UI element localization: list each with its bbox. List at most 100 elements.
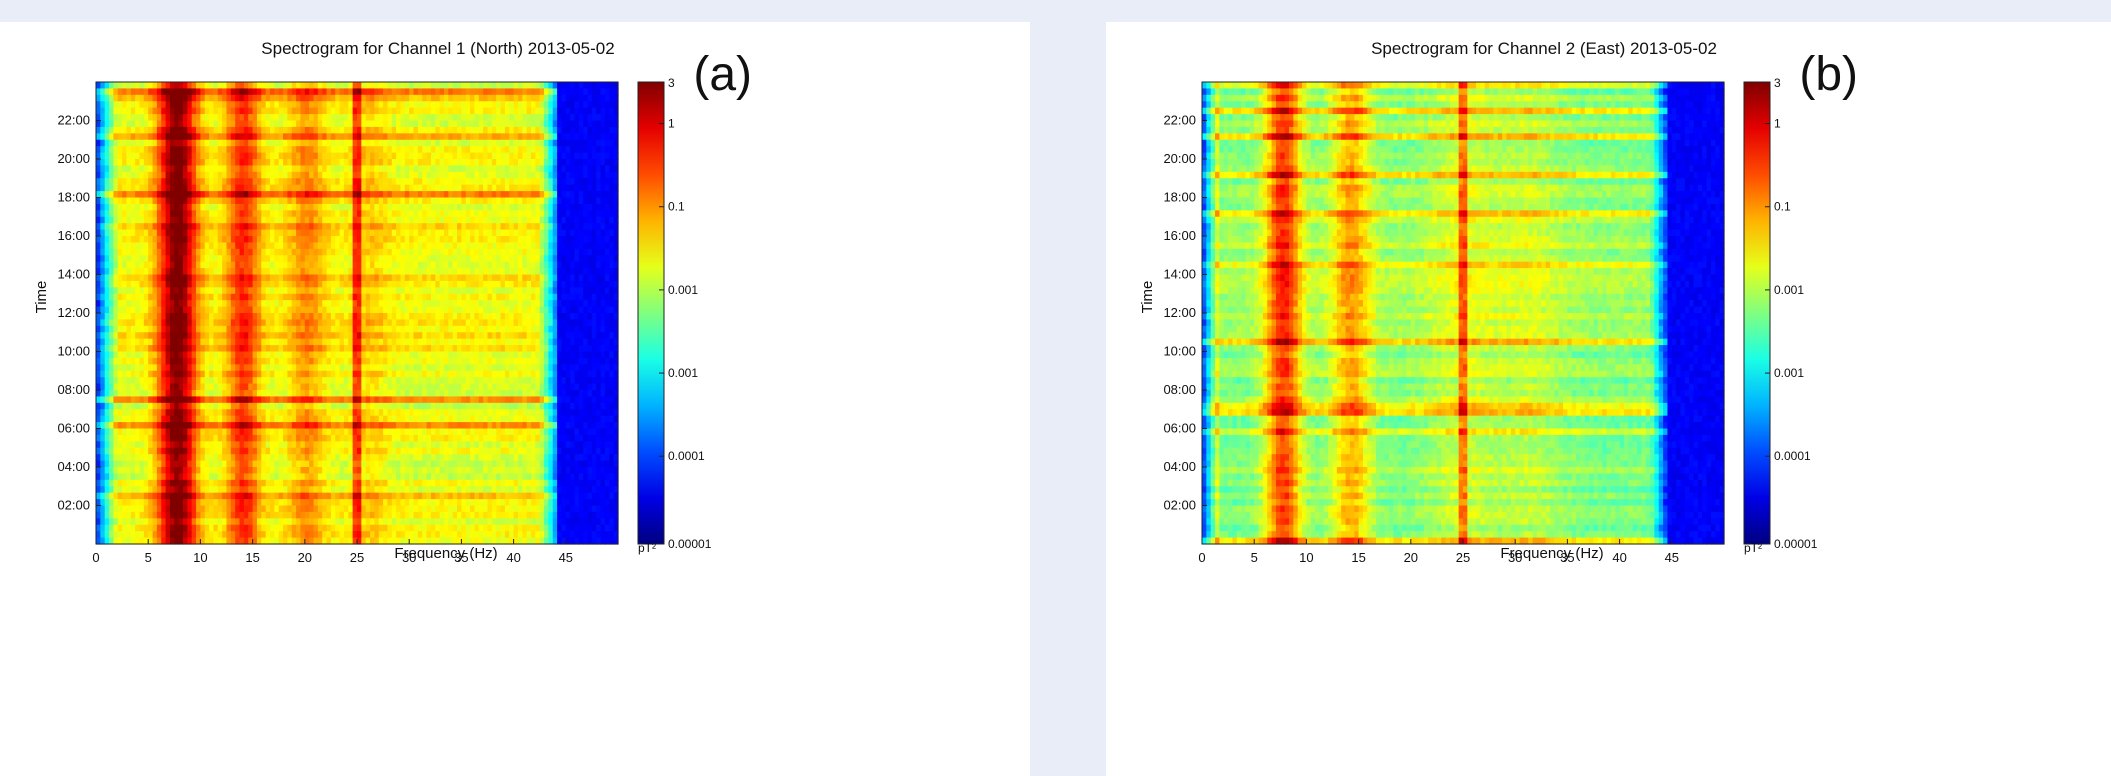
- heatmap-cell: [252, 139, 258, 147]
- heatmap-cell: [117, 210, 123, 218]
- heatmap-cell: [161, 390, 167, 398]
- heatmap-cell: [148, 306, 154, 314]
- heatmap-cell: [357, 428, 362, 436]
- heatmap-cell: [135, 300, 141, 308]
- heatmap-cell: [378, 274, 384, 282]
- heatmap-cell: [322, 402, 328, 410]
- heatmap-cell: [230, 357, 236, 365]
- heatmap-cell: [191, 492, 197, 500]
- heatmap-cell: [352, 345, 358, 353]
- heatmap-cell: [196, 268, 201, 276]
- heatmap-cell: [196, 338, 201, 346]
- heatmap-cell: [130, 518, 136, 526]
- heatmap-cell: [326, 377, 332, 385]
- heatmap-cell: [117, 107, 123, 115]
- heatmap-cell: [196, 152, 201, 160]
- heatmap-cell: [165, 261, 171, 269]
- heatmap-cell: [235, 248, 241, 256]
- heatmap-cell: [169, 197, 175, 205]
- heatmap-cell: [113, 300, 119, 308]
- heatmap-cell: [243, 268, 249, 276]
- heatmap-cell: [209, 82, 215, 90]
- heatmap-cell: [343, 88, 349, 96]
- heatmap-cell: [130, 197, 136, 205]
- heatmap-cell: [309, 126, 315, 134]
- heatmap-cell: [278, 357, 284, 365]
- heatmap-cell: [343, 152, 349, 160]
- heatmap-cell: [391, 415, 397, 423]
- heatmap-cell: [335, 178, 341, 186]
- heatmap-cell: [187, 524, 193, 532]
- heatmap-cell: [274, 120, 280, 128]
- heatmap-cell: [165, 101, 171, 109]
- heatmap-cell: [161, 146, 167, 154]
- heatmap-cell: [130, 268, 136, 276]
- heatmap-cell: [278, 223, 284, 231]
- heatmap-cell: [330, 287, 336, 295]
- heatmap-cell: [226, 223, 232, 231]
- heatmap-cell: [265, 441, 271, 449]
- heatmap-cell: [317, 364, 323, 372]
- heatmap-cell: [165, 184, 171, 192]
- heatmap-cell: [122, 139, 128, 147]
- heatmap-cell: [317, 332, 323, 340]
- heatmap-cell: [256, 306, 262, 314]
- heatmap-cell: [248, 313, 254, 321]
- heatmap-cell: [135, 524, 141, 532]
- heatmap-cell: [378, 447, 384, 455]
- heatmap-cell: [274, 203, 280, 211]
- heatmap-cell: [287, 390, 293, 398]
- heatmap-cell: [187, 370, 193, 378]
- heatmap-cell: [300, 133, 306, 141]
- heatmap-cell: [357, 171, 362, 179]
- heatmap-cell: [265, 409, 271, 417]
- heatmap-cell: [365, 518, 371, 526]
- heatmap-cell: [222, 261, 228, 269]
- heatmap-cell: [226, 184, 232, 192]
- heatmap-cell: [256, 274, 262, 282]
- heatmap-cell: [396, 191, 402, 199]
- heatmap-cell: [222, 313, 228, 321]
- heatmap-cell: [270, 499, 275, 507]
- heatmap-cell: [152, 422, 158, 430]
- heatmap-cell: [317, 415, 323, 423]
- heatmap-cell: [222, 191, 228, 199]
- heatmap-cell: [143, 268, 149, 276]
- heatmap-cell: [343, 268, 349, 276]
- heatmap-cell: [143, 505, 149, 513]
- heatmap-cell: [261, 107, 267, 115]
- heatmap-cell: [178, 242, 184, 250]
- heatmap-cell: [387, 268, 393, 276]
- heatmap-cell: [96, 268, 101, 276]
- heatmap-cell: [378, 191, 384, 199]
- heatmap-cell: [196, 447, 201, 455]
- heatmap-cell: [135, 101, 141, 109]
- heatmap-cell: [209, 518, 215, 526]
- heatmap-cell: [261, 248, 267, 256]
- heatmap-cell: [296, 511, 302, 519]
- heatmap-cell: [291, 101, 297, 109]
- heatmap-cell: [126, 184, 132, 192]
- heatmap-cell: [291, 191, 297, 199]
- heatmap-cell: [148, 518, 154, 526]
- heatmap-cell: [330, 114, 336, 122]
- heatmap-cell: [361, 370, 367, 378]
- heatmap-cell: [100, 473, 106, 481]
- heatmap-cell: [143, 511, 149, 519]
- heatmap-cell: [213, 396, 219, 404]
- heatmap-cell: [117, 236, 123, 244]
- heatmap-cell: [248, 146, 254, 154]
- heatmap-cell: [335, 467, 341, 475]
- heatmap-cell: [361, 409, 367, 417]
- heatmap-cell: [222, 454, 228, 462]
- heatmap-cell: [96, 197, 101, 205]
- heatmap-cell: [126, 88, 132, 96]
- heatmap-cell: [383, 300, 389, 308]
- heatmap-cell: [169, 159, 175, 167]
- heatmap-cell: [317, 152, 323, 160]
- heatmap-cell: [183, 511, 188, 519]
- heatmap-cell: [274, 409, 280, 417]
- heatmap-cell: [365, 390, 371, 398]
- heatmap-cell: [339, 159, 345, 167]
- heatmap-cell: [161, 422, 167, 430]
